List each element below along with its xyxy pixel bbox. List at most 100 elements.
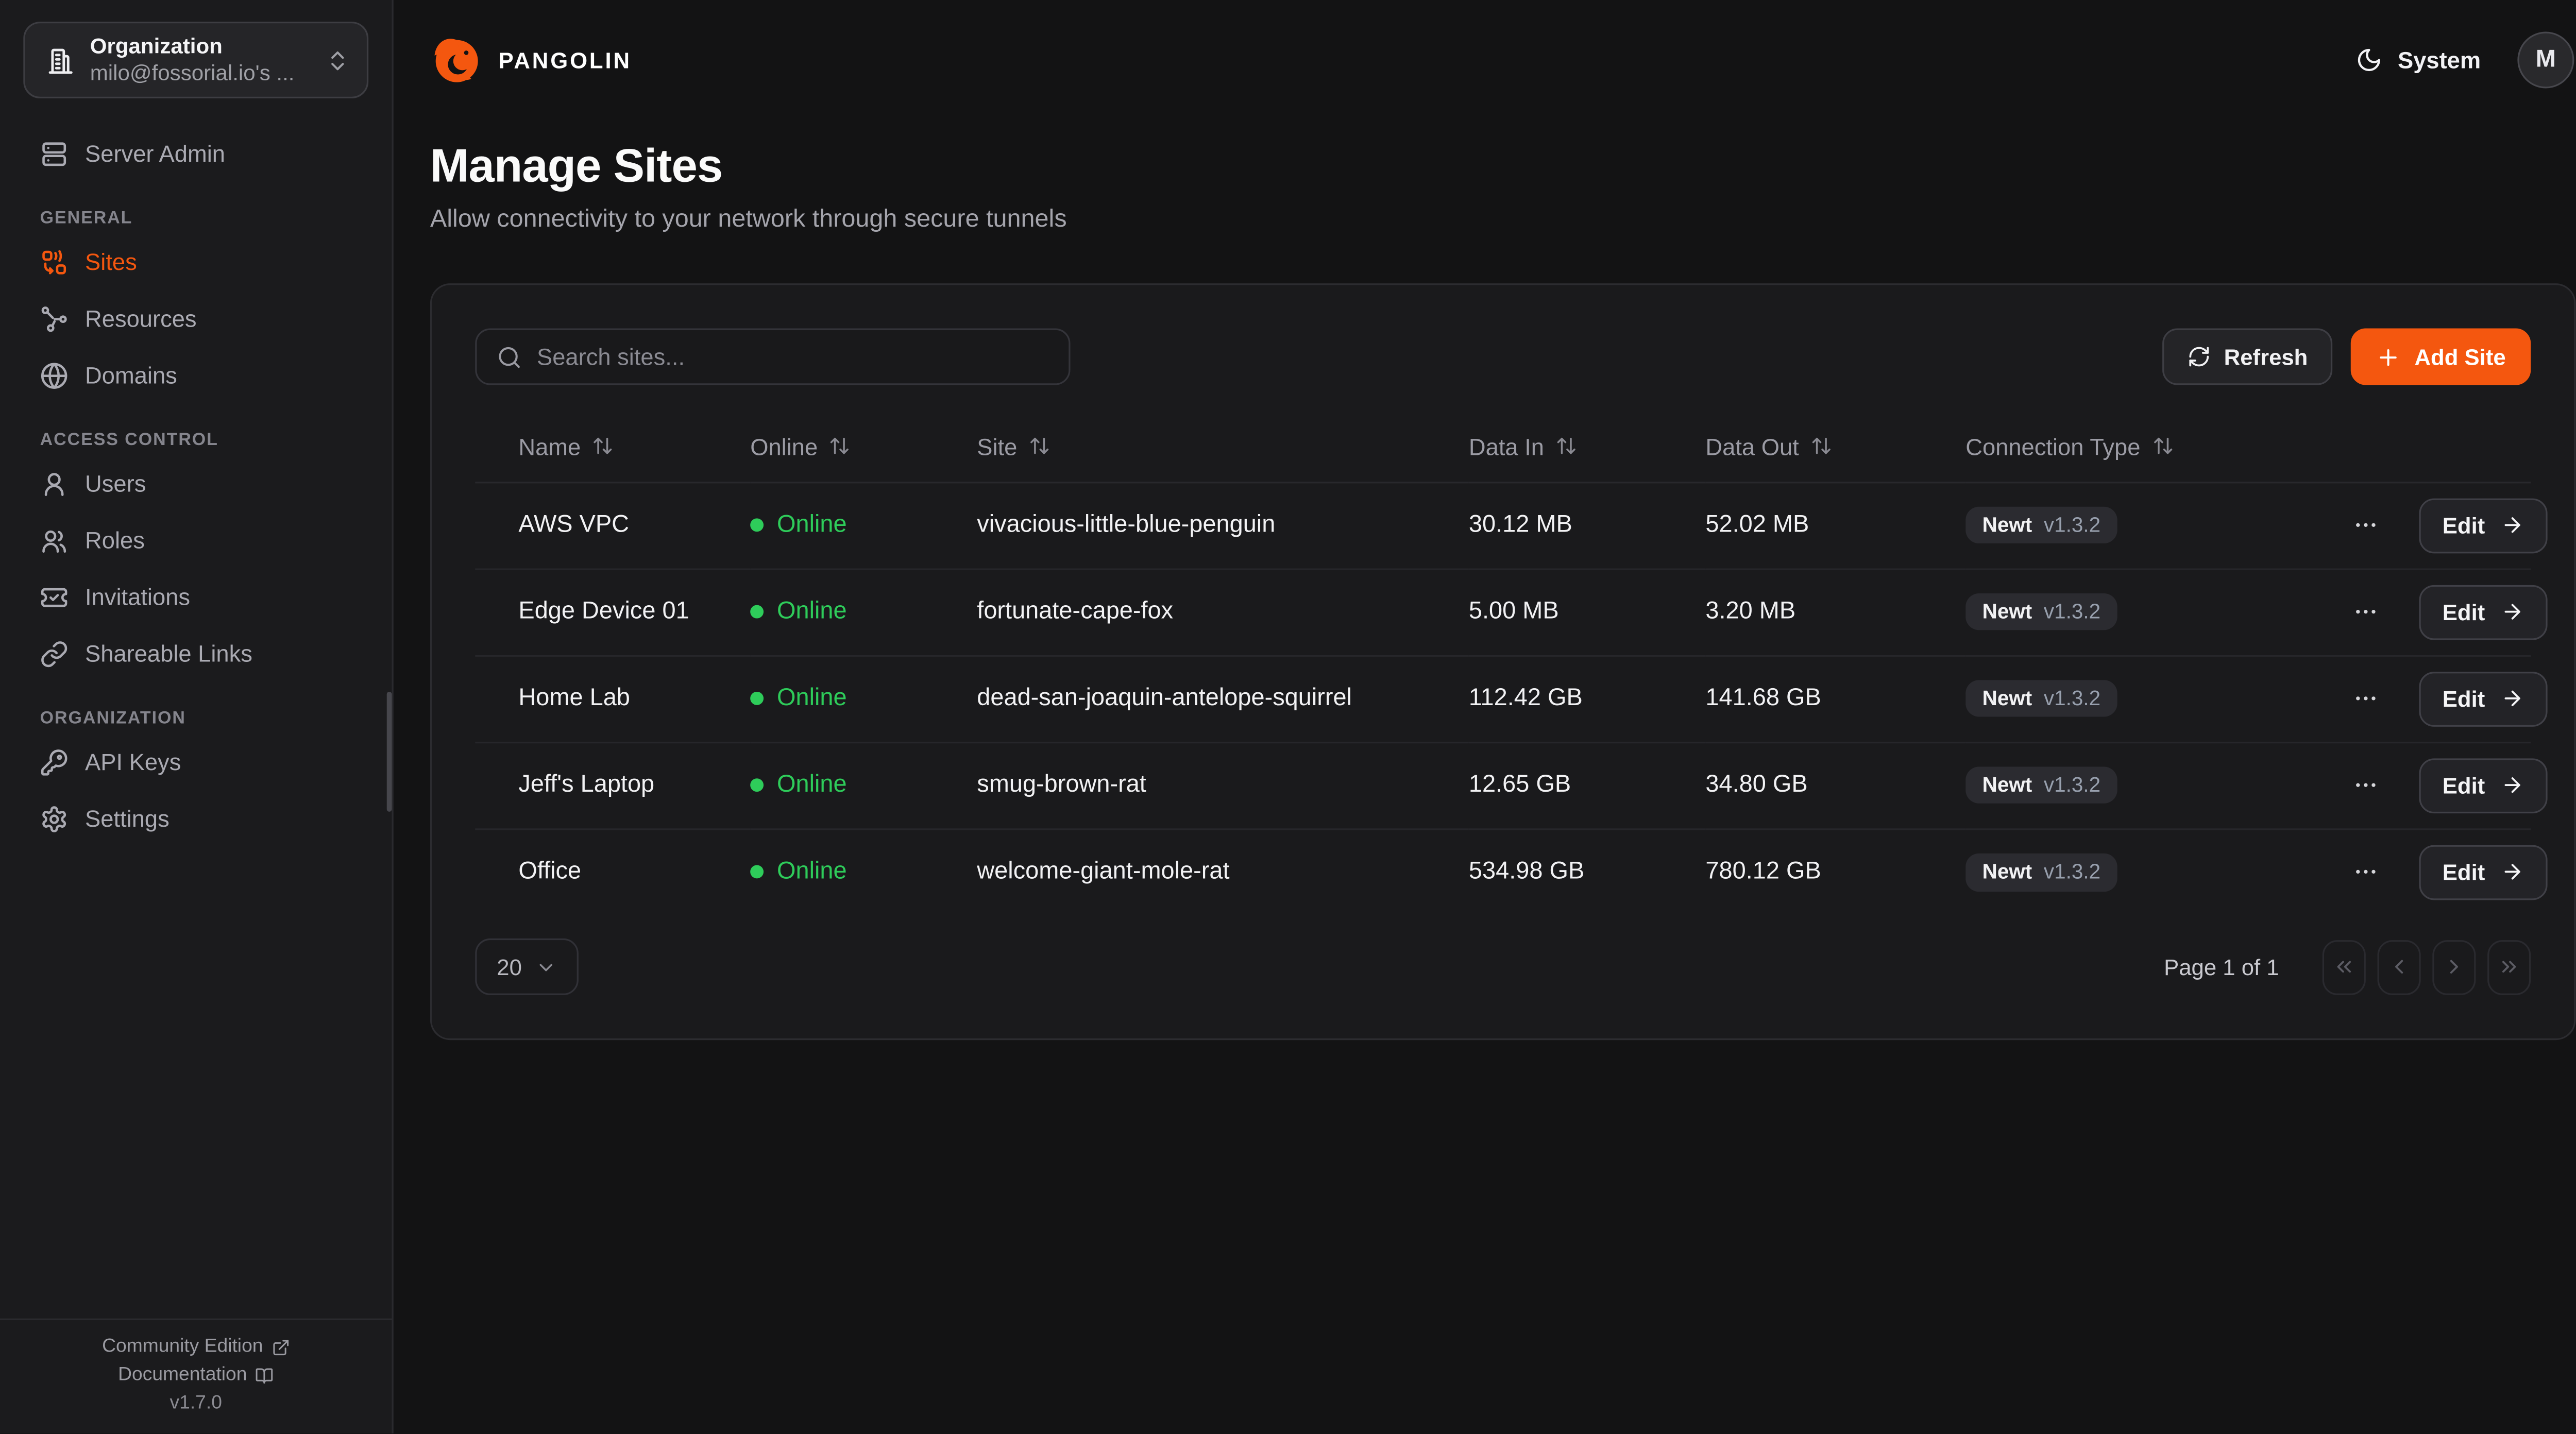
sidebar-item-label: Roles (85, 526, 145, 554)
edit-button[interactable]: Edit (2419, 844, 2547, 900)
sort-online[interactable]: Online (750, 433, 851, 460)
arrow-right-icon (2503, 864, 2520, 880)
edit-button[interactable]: Edit (2419, 757, 2547, 813)
edit-button[interactable]: Edit (2419, 671, 2547, 726)
sidebar-item-users[interactable]: Users (23, 455, 368, 511)
documentation-link[interactable]: Documentation (0, 1365, 392, 1385)
org-selector-label: Organization (90, 33, 223, 59)
row-menu-button[interactable] (2349, 769, 2383, 802)
org-selector-texts: Organization milo@fossorial.io's ... (90, 33, 310, 87)
key-icon (41, 748, 67, 775)
refresh-button[interactable]: Refresh (2162, 328, 2333, 385)
org-selector[interactable]: Organization milo@fossorial.io's ... (23, 22, 369, 98)
status-label: Online (776, 598, 847, 625)
sort-site[interactable]: Site (977, 433, 1050, 459)
user-icon (44, 472, 64, 496)
data-in: 534.98 GB (1468, 827, 1706, 915)
last-page-button[interactable] (2487, 939, 2531, 995)
data-out: 141.68 GB (1705, 654, 1966, 742)
documentation-label: Documentation (118, 1365, 247, 1386)
row-menu-button[interactable] (2349, 856, 2383, 889)
column-header: Connection Type (1965, 433, 2141, 460)
refresh-icon (2189, 347, 2209, 367)
column-header: Data Out (1705, 433, 1799, 460)
data-out: 780.12 GB (1705, 827, 1966, 915)
external-link-icon (273, 1339, 289, 1355)
sidebar-item-label: Users (85, 470, 146, 497)
prev-page-button[interactable] (2377, 939, 2421, 995)
add-site-button[interactable]: Add Site (2351, 328, 2531, 385)
toolbar-actions: Refresh Add Site (2162, 328, 2531, 385)
ellipsis-icon (2356, 870, 2376, 874)
row-menu-button[interactable] (2349, 682, 2383, 715)
page-head: Manage Sites Allow connectivity to your … (394, 120, 2576, 233)
ticket-check-icon (41, 587, 67, 606)
site-name: AWS VPC (518, 511, 630, 539)
page-size-select[interactable]: 20 (475, 938, 579, 995)
data-in: 12.65 GB (1468, 741, 1706, 829)
sidebar-scrollbar[interactable] (386, 691, 392, 812)
chevron-left-icon (2395, 960, 2403, 974)
waypoints-icon (41, 305, 67, 331)
table-row: Office Online welcome-giant-mole-rat 534… (475, 827, 2547, 915)
sort-data-in[interactable]: Data In (1469, 433, 1578, 459)
search-icon (499, 346, 520, 367)
sort-data-out[interactable]: Data Out (1705, 433, 1832, 460)
data-in: 112.42 GB (1468, 654, 1706, 742)
book-open-icon (256, 1367, 273, 1383)
online-dot-icon (750, 605, 764, 619)
chevron-right-icon (2450, 960, 2458, 974)
brand-name: PANGOLIN (498, 47, 632, 73)
pangolin-logo-icon (434, 39, 478, 82)
chevrons-right-icon (2502, 961, 2516, 973)
arrow-right-icon (2503, 777, 2520, 793)
sidebar-item-resources[interactable]: Resources (23, 290, 368, 347)
arrow-right-icon (2503, 604, 2520, 620)
theme-toggle-label: System (2397, 46, 2481, 74)
avatar-initial: M (2535, 46, 2556, 74)
sidebar-item-invitations[interactable]: Invitations (23, 568, 368, 625)
sort-icon (1812, 438, 1831, 455)
row-menu-button[interactable] (2349, 595, 2383, 628)
sites-card: Refresh Add Site Name Online Site Data I… (430, 283, 2576, 1040)
sidebar-item-server-admin[interactable]: Server Admin (23, 125, 368, 182)
chevrons-up-down-icon (331, 50, 344, 70)
sidebar-item-roles[interactable]: Roles (23, 511, 368, 568)
edit-button[interactable]: Edit (2419, 584, 2547, 640)
community-edition-link[interactable]: Community Edition (0, 1337, 392, 1357)
sidebar-item-label: Resources (85, 305, 197, 332)
arrow-right-icon (2503, 517, 2520, 533)
page-size-value: 20 (497, 954, 522, 980)
ellipsis-icon (2356, 783, 2376, 787)
table-header-row: Name Online Site Data In Data Out Connec… (475, 412, 2531, 483)
sidebar-item-sites[interactable]: Sites (23, 233, 368, 290)
connection-type-badge: Newt v1.3.2 (1965, 593, 2117, 631)
status-label: Online (776, 511, 847, 539)
table-row: Edge Device 01 Online fortunate-cape-fox… (475, 567, 2547, 655)
sidebar-nav: Server Admin GENERAL Sites Resources Dom… (0, 125, 392, 847)
sort-connection-type[interactable]: Connection Type (1965, 433, 2174, 460)
connection-type-badge: Newt v1.3.2 (1965, 506, 2117, 544)
sidebar-item-label: Shareable Links (85, 640, 252, 667)
moon-icon (2358, 48, 2381, 72)
theme-toggle[interactable]: System (2356, 46, 2481, 74)
edit-button[interactable]: Edit (2419, 497, 2547, 553)
avatar[interactable]: M (2517, 31, 2574, 89)
status-badge: Online (750, 598, 847, 625)
first-page-button[interactable] (2322, 939, 2366, 995)
search-input[interactable] (536, 343, 1049, 370)
brand-logo[interactable]: PANGOLIN (430, 33, 632, 87)
sidebar-item-settings[interactable]: Settings (23, 790, 368, 847)
row-menu-button[interactable] (2349, 508, 2383, 542)
sidebar-item-domains[interactable]: Domains (23, 347, 368, 403)
next-page-button[interactable] (2432, 939, 2476, 995)
sidebar-item-api-keys[interactable]: API Keys (23, 733, 368, 790)
sort-icon (1557, 438, 1576, 455)
ellipsis-icon (2356, 609, 2376, 614)
sidebar-item-shareable-links[interactable]: Shareable Links (23, 625, 368, 682)
sort-name[interactable]: Name (518, 433, 614, 459)
ellipsis-icon (2356, 523, 2376, 527)
sites-icon (42, 249, 66, 274)
status-badge: Online (750, 859, 847, 885)
column-header: Online (750, 433, 818, 460)
